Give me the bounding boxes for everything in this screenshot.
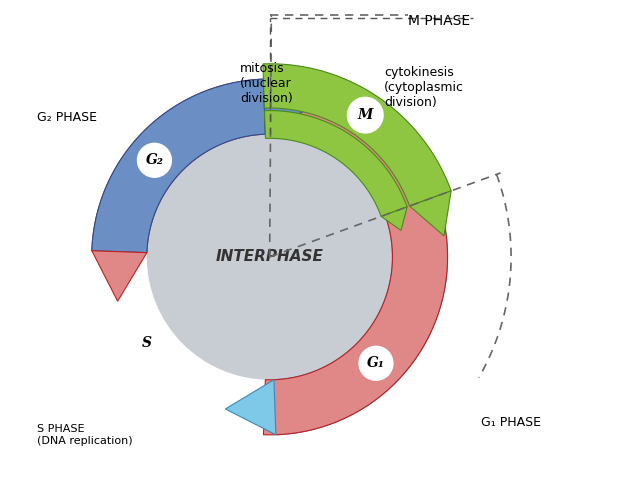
- Text: mitosis
(nuclear
division): mitosis (nuclear division): [240, 62, 293, 105]
- Text: M: M: [358, 108, 373, 122]
- Text: G₁: G₁: [367, 356, 385, 370]
- Polygon shape: [263, 64, 451, 206]
- Polygon shape: [263, 79, 314, 134]
- Text: M PHASE: M PHASE: [408, 14, 470, 28]
- Polygon shape: [381, 207, 407, 230]
- Text: S PHASE
(DNA replication): S PHASE (DNA replication): [37, 424, 132, 445]
- Polygon shape: [274, 196, 447, 435]
- Polygon shape: [92, 79, 265, 252]
- Circle shape: [137, 144, 172, 177]
- Text: G₂ PHASE: G₂ PHASE: [37, 111, 97, 124]
- Circle shape: [348, 97, 383, 133]
- Text: INTERPHASE: INTERPHASE: [216, 250, 324, 264]
- Circle shape: [359, 347, 393, 380]
- Polygon shape: [92, 251, 147, 301]
- Polygon shape: [265, 110, 407, 216]
- Text: G₁ PHASE: G₁ PHASE: [482, 416, 542, 429]
- Text: S: S: [142, 336, 152, 350]
- Circle shape: [130, 326, 163, 360]
- Text: G₂: G₂: [145, 153, 163, 168]
- Circle shape: [147, 134, 392, 380]
- Polygon shape: [225, 380, 276, 435]
- Polygon shape: [409, 191, 451, 236]
- Polygon shape: [92, 79, 447, 435]
- Text: cytokinesis
(cytoplasmic
division): cytokinesis (cytoplasmic division): [384, 66, 464, 109]
